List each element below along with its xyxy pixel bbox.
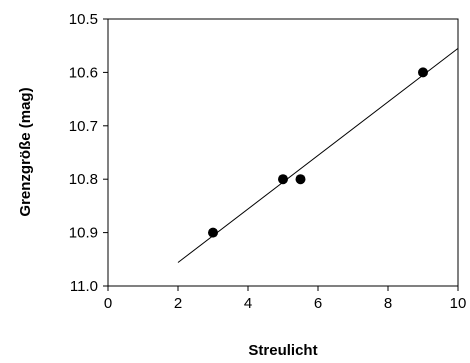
x-tick-label: 4: [244, 295, 252, 312]
trendline-layer: [177, 47, 459, 263]
data-point: [418, 67, 428, 78]
x-tick-label: 8: [384, 295, 392, 312]
plot-area-frame: [107, 18, 459, 287]
x-tick-label: 0: [104, 295, 112, 312]
x-tick-label: 6: [314, 295, 322, 312]
data-points-layer: [208, 67, 428, 238]
y-axis: 10.5 10.6 10.7 10.8 10.9 11.0: [69, 11, 108, 295]
trendline: [177, 47, 459, 263]
y-tick-label: 10.7: [69, 118, 98, 135]
y-tick-label: 10.9: [69, 225, 98, 242]
y-axis-title: Grenzgröße (mag): [17, 87, 34, 216]
y-tick-label: 10.8: [69, 171, 98, 188]
data-point: [278, 174, 288, 185]
x-tick-label: 2: [174, 295, 182, 312]
y-tick-label: 11.0: [70, 278, 98, 295]
x-axis: 0 2 4 6 8 10: [104, 286, 467, 312]
data-point: [295, 174, 306, 185]
x-tick-label: 10: [450, 295, 467, 312]
y-tick-label: 10.5: [69, 11, 98, 28]
x-axis-title: Streulicht: [248, 342, 317, 359]
data-point: [208, 227, 218, 238]
y-tick-label: 10.6: [69, 64, 98, 81]
